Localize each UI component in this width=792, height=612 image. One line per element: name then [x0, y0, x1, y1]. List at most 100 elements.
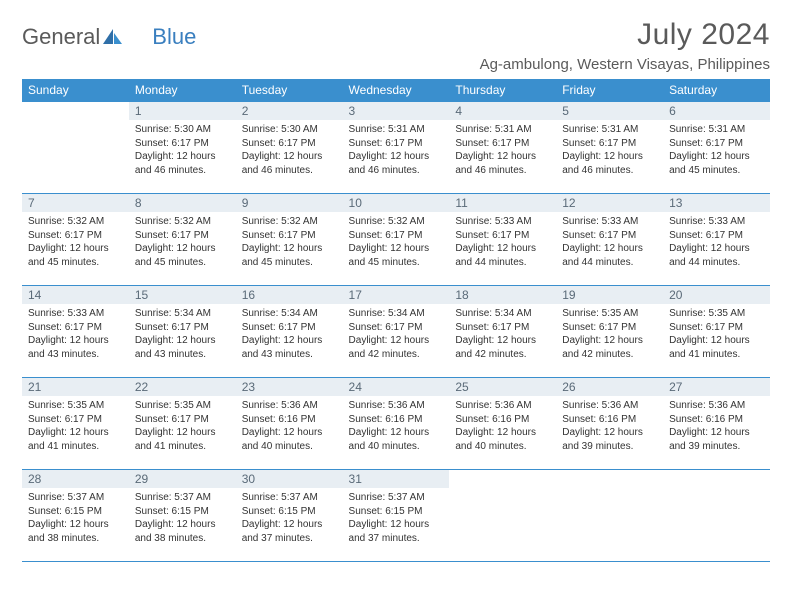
sunset-line: Sunset: 6:17 PM: [669, 137, 764, 151]
sunset-line: Sunset: 6:17 PM: [562, 229, 657, 243]
day-number: 28: [22, 470, 129, 488]
sunset-line: Sunset: 6:17 PM: [455, 321, 550, 335]
day-number: 23: [236, 378, 343, 396]
day-details: Sunrise: 5:33 AMSunset: 6:17 PMDaylight:…: [663, 212, 770, 272]
daylight-line: Daylight: 12 hours and 46 minutes.: [135, 150, 230, 177]
day-details: Sunrise: 5:37 AMSunset: 6:15 PMDaylight:…: [343, 488, 450, 548]
weekday-header: Tuesday: [236, 79, 343, 102]
sunrise-line: Sunrise: 5:34 AM: [135, 307, 230, 321]
calendar-cell: 11Sunrise: 5:33 AMSunset: 6:17 PMDayligh…: [449, 194, 556, 286]
day-details: Sunrise: 5:32 AMSunset: 6:17 PMDaylight:…: [129, 212, 236, 272]
logo-sail-icon: [102, 27, 124, 45]
day-details: Sunrise: 5:36 AMSunset: 6:16 PMDaylight:…: [556, 396, 663, 456]
calendar-cell: [556, 470, 663, 562]
day-details: Sunrise: 5:35 AMSunset: 6:17 PMDaylight:…: [556, 304, 663, 364]
sunset-line: Sunset: 6:17 PM: [562, 137, 657, 151]
calendar-cell: 10Sunrise: 5:32 AMSunset: 6:17 PMDayligh…: [343, 194, 450, 286]
sunrise-line: Sunrise: 5:31 AM: [349, 123, 444, 137]
sunrise-line: Sunrise: 5:36 AM: [669, 399, 764, 413]
day-details: Sunrise: 5:34 AMSunset: 6:17 PMDaylight:…: [343, 304, 450, 364]
day-number: 9: [236, 194, 343, 212]
calendar-cell: 12Sunrise: 5:33 AMSunset: 6:17 PMDayligh…: [556, 194, 663, 286]
sunrise-line: Sunrise: 5:33 AM: [28, 307, 123, 321]
day-number: 15: [129, 286, 236, 304]
daylight-line: Daylight: 12 hours and 38 minutes.: [28, 518, 123, 545]
day-details: Sunrise: 5:34 AMSunset: 6:17 PMDaylight:…: [129, 304, 236, 364]
calendar-cell: 24Sunrise: 5:36 AMSunset: 6:16 PMDayligh…: [343, 378, 450, 470]
calendar-cell: 1Sunrise: 5:30 AMSunset: 6:17 PMDaylight…: [129, 102, 236, 194]
daylight-line: Daylight: 12 hours and 45 minutes.: [28, 242, 123, 269]
logo: General Blue: [22, 24, 196, 50]
sunrise-line: Sunrise: 5:36 AM: [349, 399, 444, 413]
daylight-line: Daylight: 12 hours and 40 minutes.: [349, 426, 444, 453]
sunrise-line: Sunrise: 5:35 AM: [669, 307, 764, 321]
day-number: 27: [663, 378, 770, 396]
sunset-line: Sunset: 6:17 PM: [349, 137, 444, 151]
calendar-table: SundayMondayTuesdayWednesdayThursdayFrid…: [22, 79, 770, 562]
daylight-line: Daylight: 12 hours and 45 minutes.: [135, 242, 230, 269]
weekday-header: Wednesday: [343, 79, 450, 102]
day-details: Sunrise: 5:32 AMSunset: 6:17 PMDaylight:…: [343, 212, 450, 272]
day-details: Sunrise: 5:37 AMSunset: 6:15 PMDaylight:…: [129, 488, 236, 548]
calendar-cell: 26Sunrise: 5:36 AMSunset: 6:16 PMDayligh…: [556, 378, 663, 470]
day-details: Sunrise: 5:33 AMSunset: 6:17 PMDaylight:…: [556, 212, 663, 272]
daylight-line: Daylight: 12 hours and 43 minutes.: [28, 334, 123, 361]
calendar-cell: 7Sunrise: 5:32 AMSunset: 6:17 PMDaylight…: [22, 194, 129, 286]
calendar-cell: 25Sunrise: 5:36 AMSunset: 6:16 PMDayligh…: [449, 378, 556, 470]
day-number: 14: [22, 286, 129, 304]
sunset-line: Sunset: 6:17 PM: [135, 229, 230, 243]
daylight-line: Daylight: 12 hours and 41 minutes.: [135, 426, 230, 453]
sunset-line: Sunset: 6:17 PM: [242, 137, 337, 151]
calendar-cell: 27Sunrise: 5:36 AMSunset: 6:16 PMDayligh…: [663, 378, 770, 470]
sunset-line: Sunset: 6:17 PM: [242, 229, 337, 243]
calendar-body: 1Sunrise: 5:30 AMSunset: 6:17 PMDaylight…: [22, 102, 770, 562]
day-details: Sunrise: 5:36 AMSunset: 6:16 PMDaylight:…: [343, 396, 450, 456]
sunset-line: Sunset: 6:17 PM: [349, 229, 444, 243]
sunrise-line: Sunrise: 5:37 AM: [28, 491, 123, 505]
weekday-header: Saturday: [663, 79, 770, 102]
daylight-line: Daylight: 12 hours and 38 minutes.: [135, 518, 230, 545]
calendar-cell: 9 Sunrise: 5:32 AMSunset: 6:17 PMDaylight…: [236, 194, 343, 286]
sunrise-line: Sunrise: 5:30 AM: [242, 123, 337, 137]
daylight-line: Daylight: 12 hours and 42 minutes.: [455, 334, 550, 361]
day-details: Sunrise: 5:30 AMSunset: 6:17 PMDaylight:…: [129, 120, 236, 180]
calendar-cell: 3Sunrise: 5:31 AMSunset: 6:17 PMDaylight…: [343, 102, 450, 194]
calendar-row: 28Sunrise: 5:37 AMSunset: 6:15 PMDayligh…: [22, 470, 770, 562]
daylight-line: Daylight: 12 hours and 44 minutes.: [455, 242, 550, 269]
sunset-line: Sunset: 6:17 PM: [135, 413, 230, 427]
daylight-line: Daylight: 12 hours and 45 minutes.: [242, 242, 337, 269]
sunrise-line: Sunrise: 5:36 AM: [562, 399, 657, 413]
calendar-cell: 15Sunrise: 5:34 AMSunset: 6:17 PMDayligh…: [129, 286, 236, 378]
day-details: Sunrise: 5:32 AMSunset: 6:17 PMDaylight:…: [22, 212, 129, 272]
sunrise-line: Sunrise: 5:32 AM: [28, 215, 123, 229]
calendar-cell: 28Sunrise: 5:37 AMSunset: 6:15 PMDayligh…: [22, 470, 129, 562]
calendar-cell: [663, 470, 770, 562]
calendar-cell: 18Sunrise: 5:34 AMSunset: 6:17 PMDayligh…: [449, 286, 556, 378]
logo-text-2: Blue: [152, 24, 196, 50]
day-details: Sunrise: 5:35 AMSunset: 6:17 PMDaylight:…: [663, 304, 770, 364]
day-number: 6: [663, 102, 770, 120]
day-number: 29: [129, 470, 236, 488]
daylight-line: Daylight: 12 hours and 41 minutes.: [28, 426, 123, 453]
sunset-line: Sunset: 6:16 PM: [562, 413, 657, 427]
calendar-cell: 19Sunrise: 5:35 AMSunset: 6:17 PMDayligh…: [556, 286, 663, 378]
calendar-cell: [449, 470, 556, 562]
sunset-line: Sunset: 6:17 PM: [669, 229, 764, 243]
day-number: 22: [129, 378, 236, 396]
calendar-cell: 29Sunrise: 5:37 AMSunset: 6:15 PMDayligh…: [129, 470, 236, 562]
sunset-line: Sunset: 6:17 PM: [562, 321, 657, 335]
daylight-line: Daylight: 12 hours and 44 minutes.: [669, 242, 764, 269]
day-number: 4: [449, 102, 556, 120]
day-number: 17: [343, 286, 450, 304]
daylight-line: Daylight: 12 hours and 37 minutes.: [242, 518, 337, 545]
daylight-line: Daylight: 12 hours and 42 minutes.: [562, 334, 657, 361]
day-number: 16: [236, 286, 343, 304]
daylight-line: Daylight: 12 hours and 39 minutes.: [562, 426, 657, 453]
calendar-cell: 21Sunrise: 5:35 AMSunset: 6:17 PMDayligh…: [22, 378, 129, 470]
sunrise-line: Sunrise: 5:30 AM: [135, 123, 230, 137]
day-number: 24: [343, 378, 450, 396]
daylight-line: Daylight: 12 hours and 40 minutes.: [242, 426, 337, 453]
sunrise-line: Sunrise: 5:32 AM: [242, 215, 337, 229]
calendar-cell: 17Sunrise: 5:34 AMSunset: 6:17 PMDayligh…: [343, 286, 450, 378]
daylight-line: Daylight: 12 hours and 39 minutes.: [669, 426, 764, 453]
